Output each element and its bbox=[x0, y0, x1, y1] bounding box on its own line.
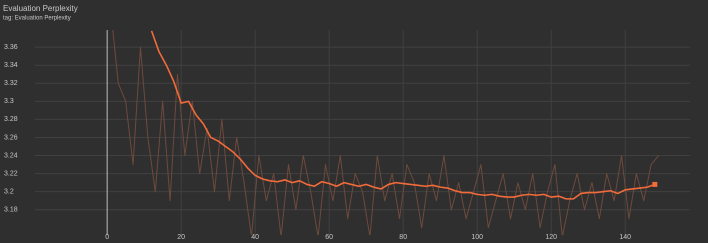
chart-subtitle: tag: Evaluation Perplexity bbox=[3, 16, 71, 22]
x-tick-label: 100 bbox=[471, 234, 483, 241]
x-tick-label: 140 bbox=[619, 234, 631, 241]
x-tick-label: 60 bbox=[325, 234, 333, 241]
x-tick-label: 0 bbox=[105, 234, 109, 241]
x-tick-label: 20 bbox=[177, 234, 185, 241]
y-tick-label: 3.2 bbox=[4, 188, 14, 195]
x-tick-label: 40 bbox=[251, 234, 259, 241]
y-tick-label: 3.18 bbox=[4, 207, 18, 214]
smoothed-line bbox=[150, 30, 656, 200]
y-tick-label: 3.34 bbox=[4, 62, 18, 69]
x-tick-label: 120 bbox=[545, 234, 557, 241]
raw-line bbox=[112, 30, 659, 235]
plot-area bbox=[112, 30, 659, 235]
y-tick-label: 3.28 bbox=[4, 116, 18, 123]
y-tick-label: 3.22 bbox=[4, 170, 18, 177]
y-tick-label: 3.24 bbox=[4, 152, 18, 159]
y-tick-label: 3.26 bbox=[4, 134, 18, 141]
y-tick-label: 3.3 bbox=[4, 98, 14, 105]
y-tick-label: 3.32 bbox=[4, 80, 18, 87]
y-tick-label: 3.36 bbox=[4, 44, 18, 51]
x-tick-label: 80 bbox=[399, 234, 407, 241]
end-marker bbox=[652, 181, 658, 187]
chart-title: Evaluation Perplexity bbox=[3, 4, 78, 13]
